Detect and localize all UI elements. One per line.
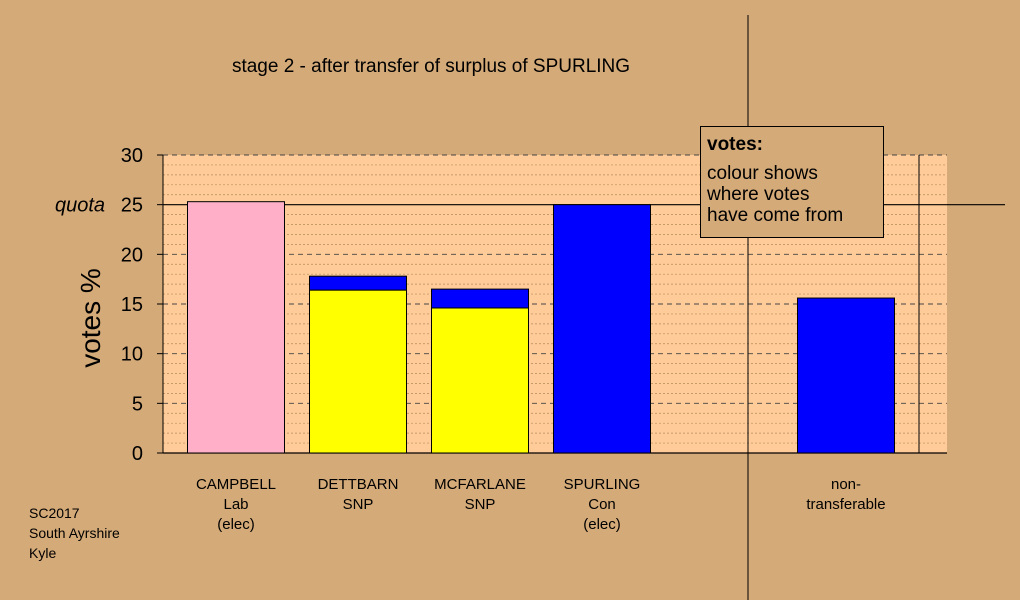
- legend-title: votes:: [707, 134, 763, 155]
- legend-line: colour shows: [707, 163, 818, 184]
- category-label: transferable: [806, 496, 885, 513]
- legend-line: where votes: [707, 184, 810, 205]
- note-line: South Ayrshire: [29, 525, 120, 541]
- note-line: Kyle: [29, 545, 57, 561]
- y-tick-label: 20: [121, 244, 143, 266]
- bar-segment: [309, 275, 407, 291]
- category-label: (elec): [217, 516, 255, 533]
- category-label: Con: [588, 496, 616, 513]
- category-label: SPURLING: [564, 476, 641, 493]
- category-label: non-: [831, 476, 861, 493]
- category-label: CAMPBELL: [196, 476, 276, 493]
- category-label: MCFARLANE: [434, 476, 526, 493]
- note-line: SC2017: [29, 505, 80, 521]
- category-label: (elec): [583, 516, 621, 533]
- y-axis-label: votes %: [75, 268, 106, 368]
- bar-segment: [797, 297, 895, 454]
- y-tick-label: 0: [132, 443, 143, 465]
- bar-segment: [553, 204, 651, 454]
- y-tick-label: 30: [121, 145, 143, 167]
- legend-line: have come from: [707, 205, 844, 226]
- source-note: SC2017 South Ayrshire Kyle: [29, 503, 120, 563]
- chart-title: stage 2 - after transfer of surplus of S…: [232, 56, 630, 77]
- category-label: Lab: [223, 496, 248, 513]
- y-tick-label: 5: [132, 393, 143, 415]
- y-tick-label: 25: [121, 195, 143, 217]
- y-tick-label: 15: [121, 294, 143, 316]
- category-label: SNP: [343, 496, 374, 513]
- bar-segment: [187, 201, 285, 454]
- bar-segment: [431, 288, 529, 309]
- bar-segment: [431, 307, 529, 454]
- category-label: DETTBARN: [318, 476, 399, 493]
- legend-box: votes: colour shows where votes have com…: [700, 126, 884, 238]
- quota-label: quota: [55, 195, 105, 217]
- y-tick-label: 10: [121, 344, 143, 366]
- category-label: SNP: [465, 496, 496, 513]
- bar-segment: [309, 289, 407, 454]
